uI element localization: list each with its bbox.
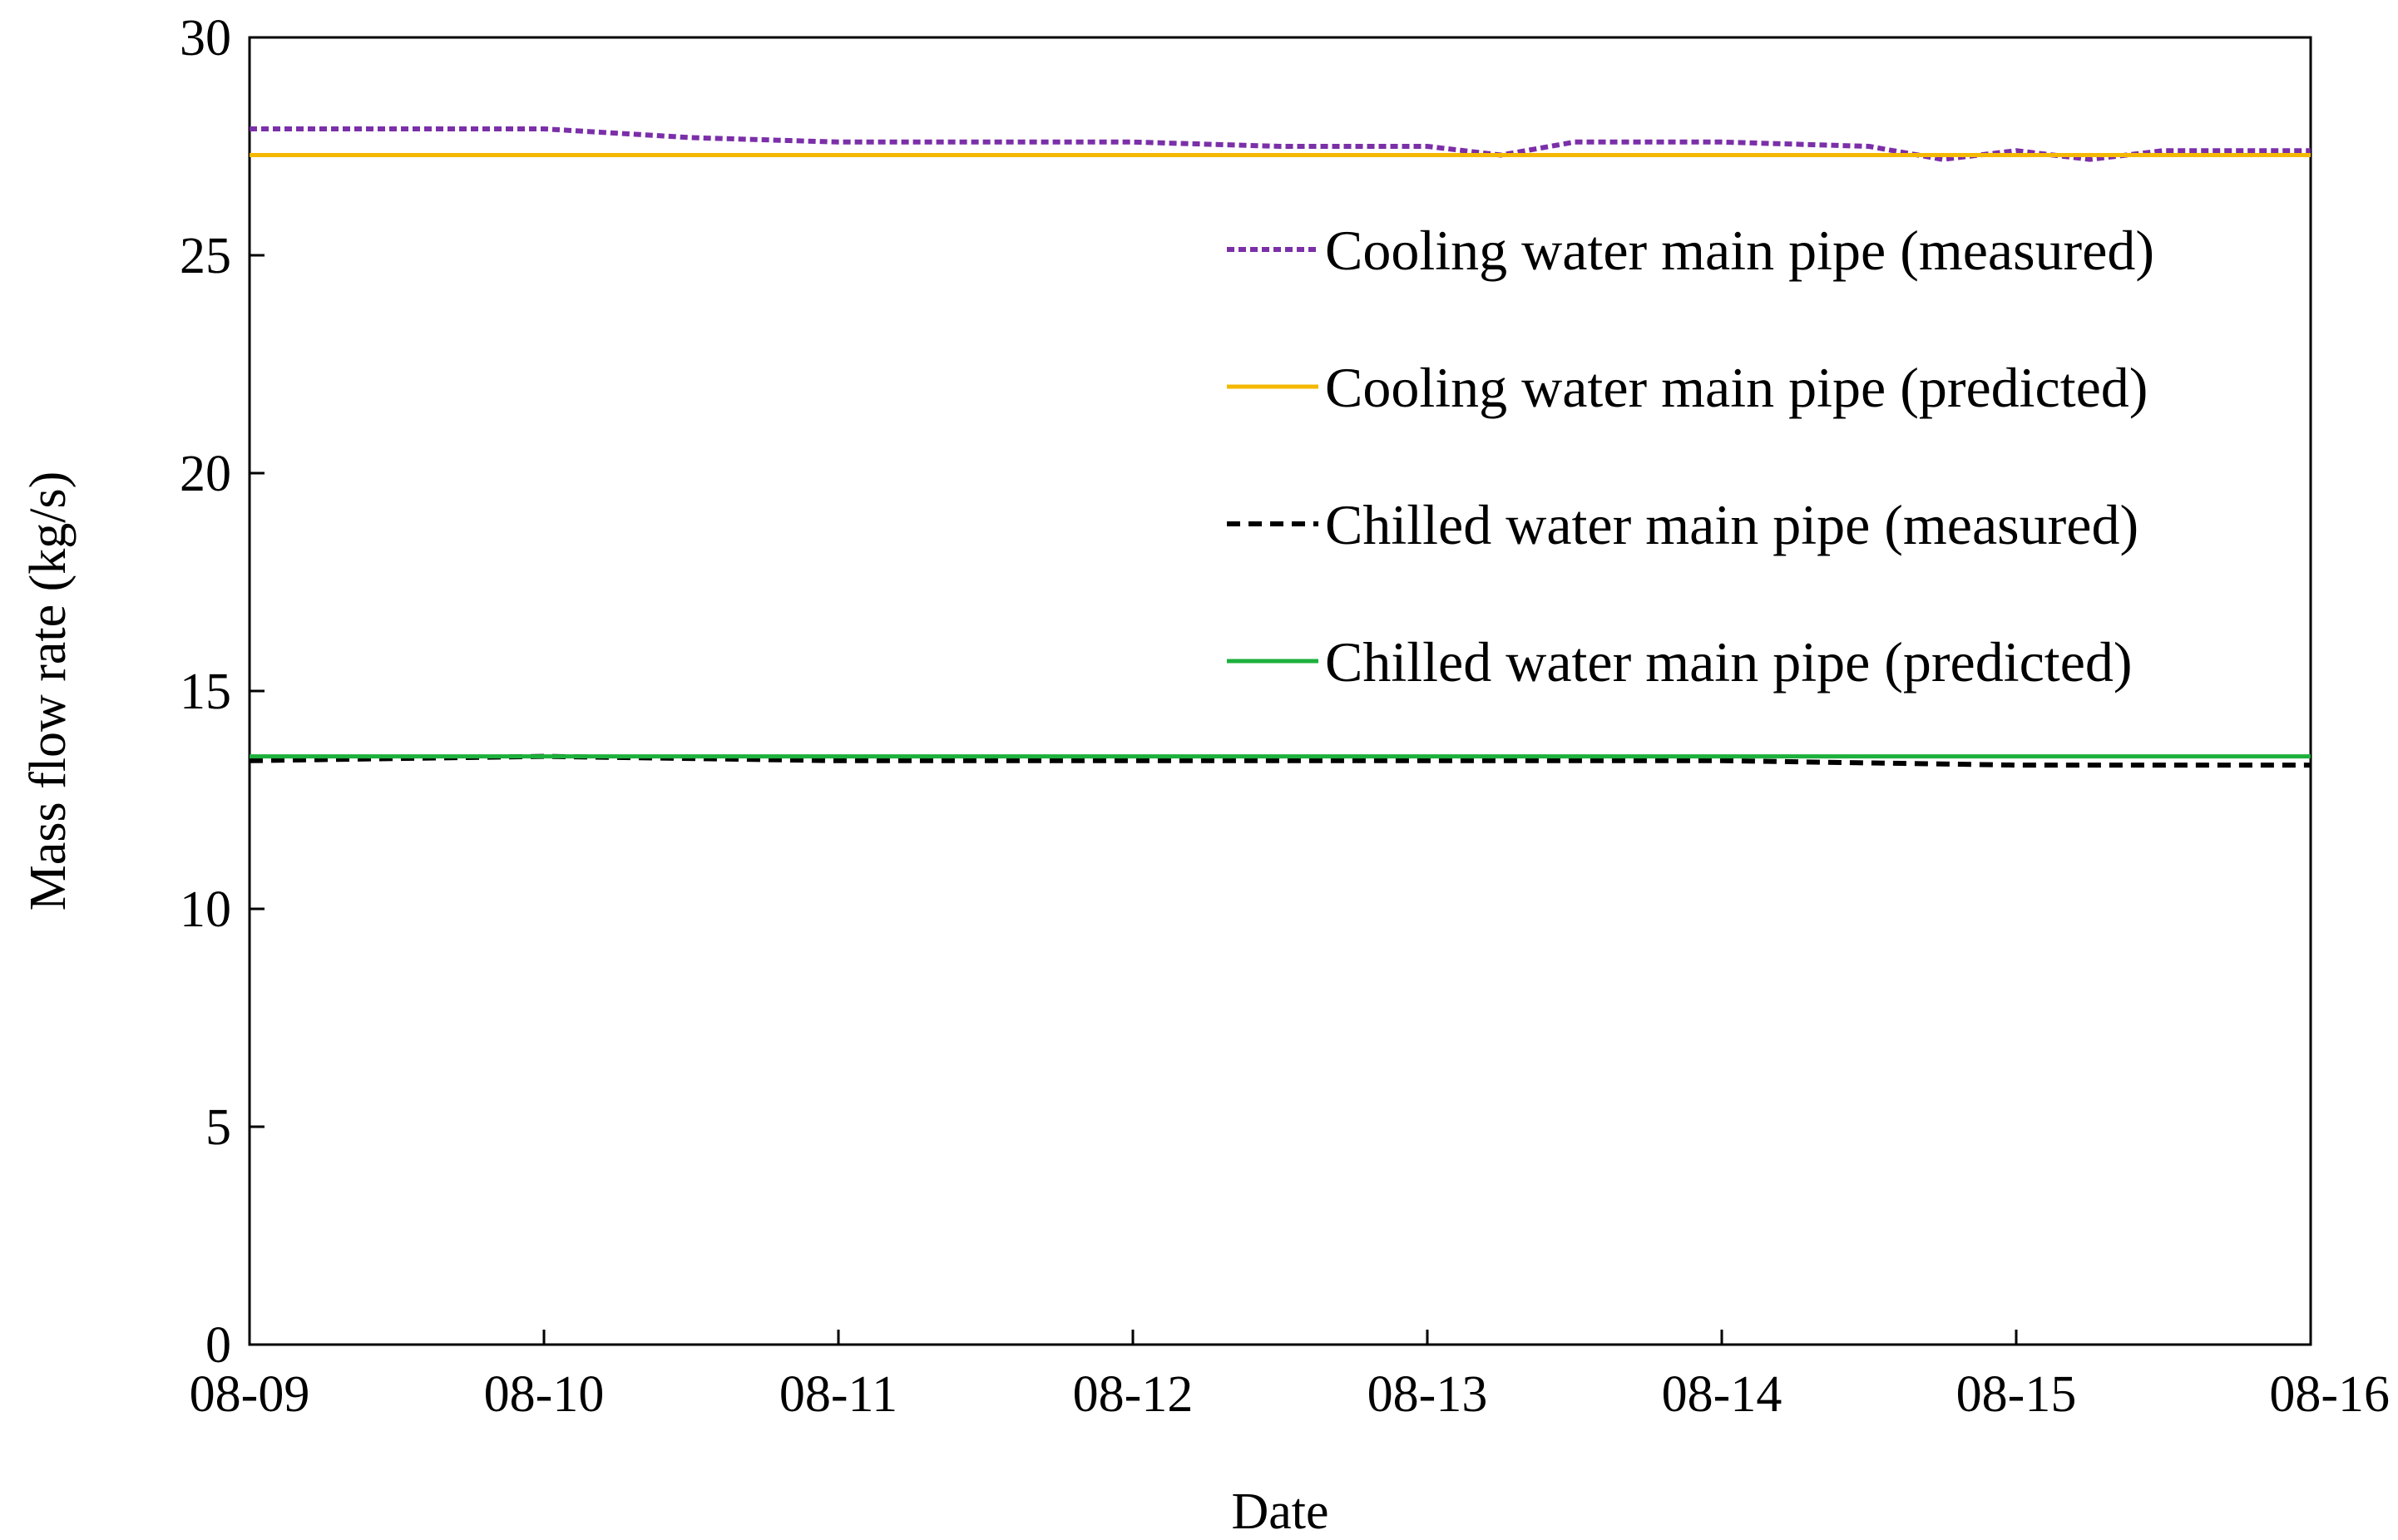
x-axis-title: Date: [1231, 1483, 1328, 1540]
y-tick-label: 0: [205, 1317, 231, 1374]
legend-label-4: Chilled water main pipe (predicted): [1325, 630, 2133, 693]
series-layer: [249, 126, 2311, 768]
ticks: 0 5 10 15 20 25 30 08-09 08-10 08-11 08-12 08-13 08-…: [180, 10, 2390, 1423]
x-tick-label: 08-16: [2269, 1366, 2390, 1423]
y-tick-label: 30: [180, 10, 231, 67]
legend-label-3: Chilled water main pipe (measured): [1325, 493, 2138, 556]
x-tick-label: 08-13: [1367, 1366, 1488, 1423]
x-tick-label: 08-09: [190, 1366, 310, 1423]
y-tick-label: 10: [180, 881, 231, 938]
x-tick-label: 08-12: [1073, 1366, 1194, 1423]
y-tick-label: 20: [180, 446, 231, 502]
x-tick-label: 08-15: [1956, 1366, 2077, 1423]
legend-label-1: Cooling water main pipe (measured): [1325, 219, 2154, 282]
x-tick-label: 08-10: [484, 1366, 605, 1423]
y-axis-title: Mass flow rate (kg/s): [20, 471, 77, 911]
series-line-3: [249, 753, 2311, 768]
legend-label-2: Cooling water main pipe (predicted): [1325, 356, 2148, 419]
y-tick-label: 25: [180, 228, 231, 284]
y-tick-label: 5: [205, 1099, 231, 1156]
x-tick-label: 08-11: [779, 1366, 897, 1423]
series-line-1: [250, 126, 2311, 162]
x-tick-label: 08-14: [1662, 1366, 1782, 1423]
legend: Cooling water main pipe (measured) Coolin…: [1227, 219, 2154, 693]
y-tick-label: 15: [180, 664, 231, 720]
